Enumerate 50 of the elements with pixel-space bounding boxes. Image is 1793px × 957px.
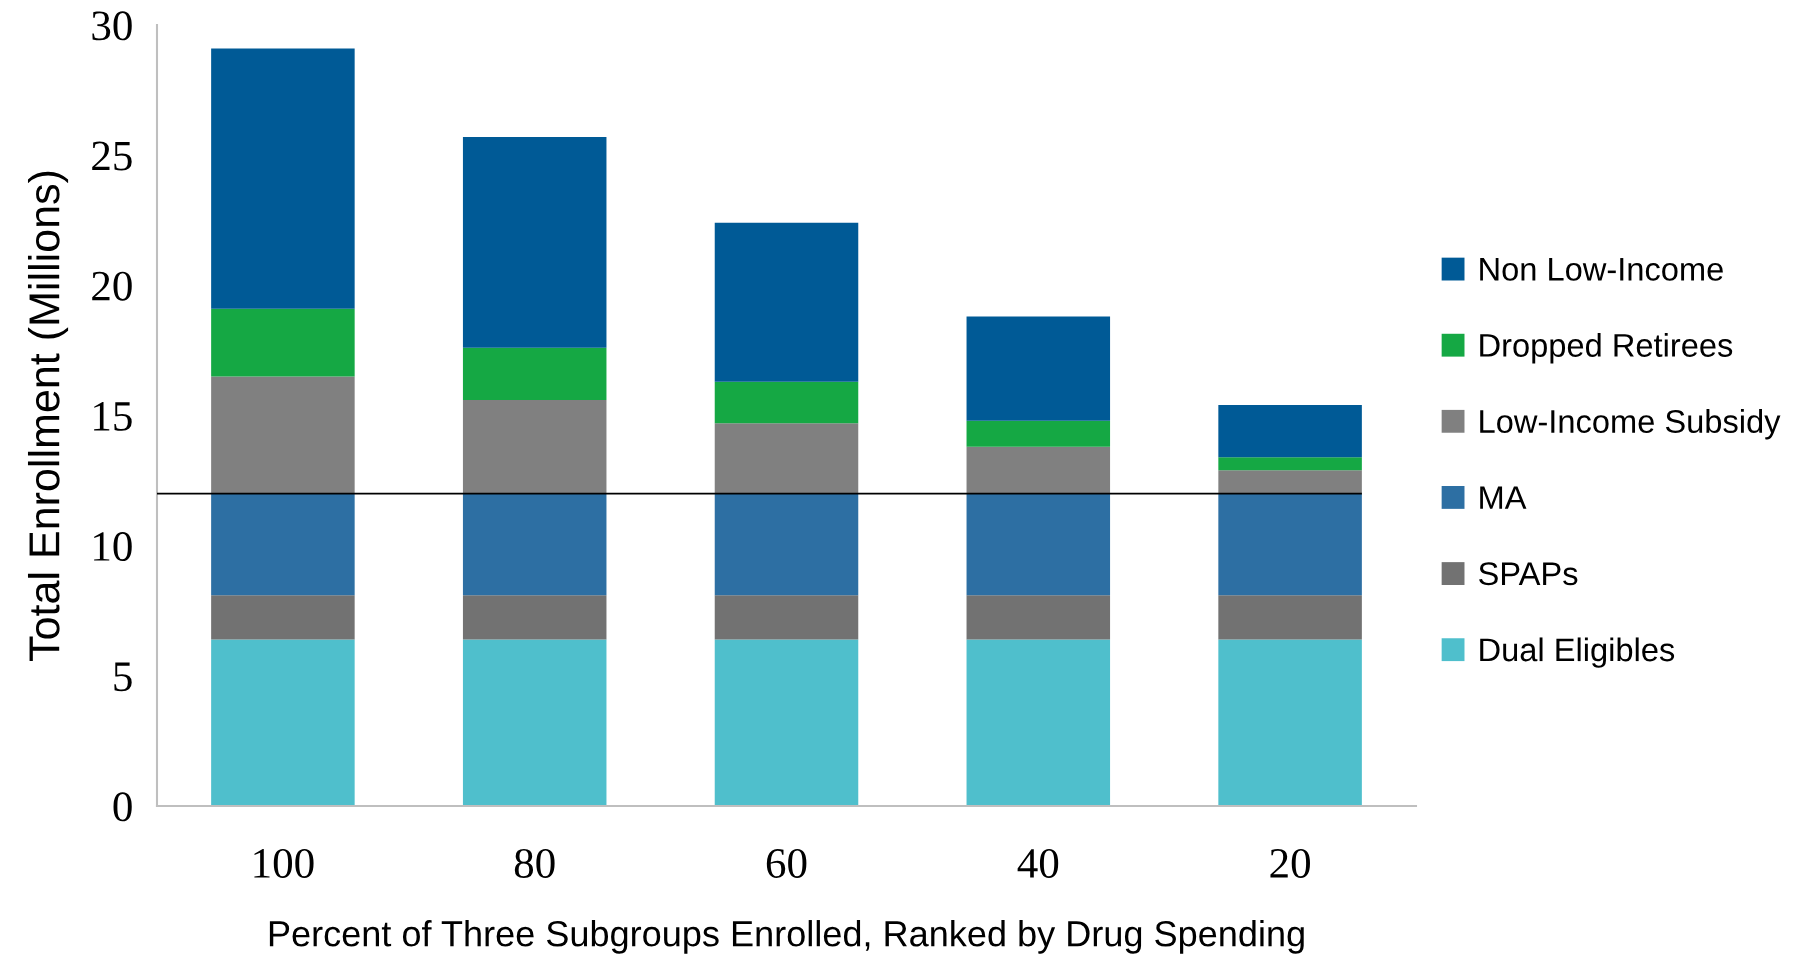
bar — [966, 446, 1111, 494]
bar — [211, 639, 355, 806]
bar — [714, 222, 859, 382]
bar — [1218, 457, 1362, 471]
bar — [462, 493, 607, 596]
y-tick-label: 20 — [92, 271, 132, 301]
y-tick-label: 30 — [92, 11, 132, 41]
bar — [462, 136, 607, 348]
y-tick-label: 15 — [94, 402, 132, 431]
x-tick-label: 80 — [514, 848, 555, 878]
bar — [211, 48, 355, 309]
bar — [1218, 470, 1362, 494]
bar — [211, 493, 355, 596]
bar — [462, 347, 607, 400]
bar — [1218, 405, 1362, 458]
x-axis-title: Percent of Three Subgroups Enrolled, Ranked by Drug Spending — [269, 920, 1304, 954]
bar — [211, 595, 355, 640]
bar — [714, 423, 859, 494]
bar — [966, 420, 1111, 447]
x-tick-label: 60 — [766, 848, 807, 878]
x-tick-label: 40 — [1017, 848, 1059, 878]
bar — [462, 595, 607, 640]
legend-label: Low-Income Subsidy — [1480, 409, 1781, 440]
y-tick-label: 5 — [114, 662, 132, 692]
bar — [714, 381, 859, 424]
legend-label: MA — [1480, 486, 1527, 509]
y-tick-label: 25 — [92, 141, 132, 171]
bar — [714, 639, 859, 806]
bar — [966, 595, 1111, 640]
bar — [1218, 595, 1362, 640]
legend-label: Dropped Retirees — [1480, 332, 1733, 364]
bar — [1218, 639, 1362, 806]
y-tick-label: 0 — [113, 792, 132, 822]
legend-label: Dual Eligibles — [1480, 637, 1675, 668]
bar — [462, 639, 607, 806]
x-tick-label: 100 — [254, 848, 314, 878]
y-axis-title: Total Enrollment (Millions) — [27, 171, 69, 661]
bar — [966, 316, 1111, 421]
y-tick-label: 10 — [94, 531, 132, 562]
x-tick-label: 20 — [1270, 848, 1310, 878]
bar — [966, 493, 1111, 596]
bar — [1218, 493, 1362, 596]
legend-label: Non Low-Income — [1480, 258, 1723, 281]
bar — [714, 493, 859, 596]
bar — [966, 639, 1111, 806]
bar — [462, 399, 607, 494]
legend-label: SPAPs — [1479, 562, 1578, 586]
bar — [211, 308, 355, 377]
bar — [714, 595, 859, 640]
bar — [211, 376, 355, 494]
